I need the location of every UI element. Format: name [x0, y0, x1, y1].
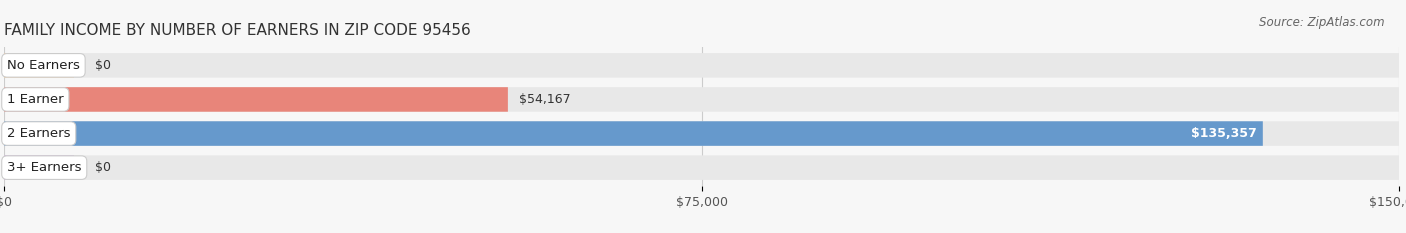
Text: 1 Earner: 1 Earner — [7, 93, 63, 106]
Text: Source: ZipAtlas.com: Source: ZipAtlas.com — [1260, 16, 1385, 29]
FancyBboxPatch shape — [4, 121, 1399, 146]
Text: 3+ Earners: 3+ Earners — [7, 161, 82, 174]
Text: $54,167: $54,167 — [519, 93, 571, 106]
FancyBboxPatch shape — [4, 53, 1399, 78]
Text: FAMILY INCOME BY NUMBER OF EARNERS IN ZIP CODE 95456: FAMILY INCOME BY NUMBER OF EARNERS IN ZI… — [4, 24, 471, 38]
Text: $0: $0 — [94, 161, 111, 174]
FancyBboxPatch shape — [4, 87, 1399, 112]
FancyBboxPatch shape — [4, 155, 1399, 180]
FancyBboxPatch shape — [4, 53, 75, 78]
FancyBboxPatch shape — [4, 155, 75, 180]
Text: No Earners: No Earners — [7, 59, 80, 72]
FancyBboxPatch shape — [4, 121, 1263, 146]
Text: 2 Earners: 2 Earners — [7, 127, 70, 140]
Text: $135,357: $135,357 — [1191, 127, 1257, 140]
FancyBboxPatch shape — [4, 87, 508, 112]
Text: $0: $0 — [94, 59, 111, 72]
